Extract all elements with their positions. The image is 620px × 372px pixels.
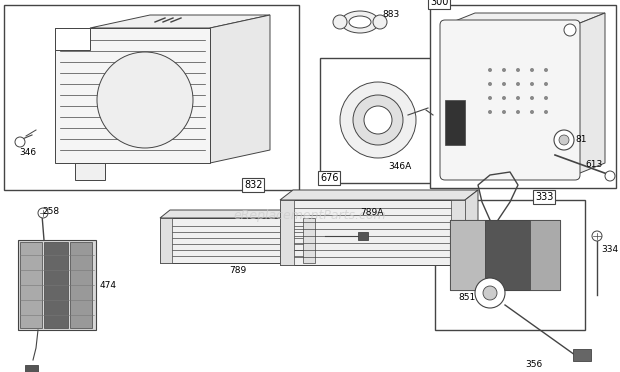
Bar — [485, 220, 530, 290]
Ellipse shape — [349, 16, 371, 28]
Circle shape — [544, 68, 548, 72]
Polygon shape — [160, 210, 325, 218]
Polygon shape — [210, 15, 270, 163]
Circle shape — [516, 82, 520, 86]
Circle shape — [502, 96, 506, 100]
Circle shape — [97, 52, 193, 148]
Circle shape — [373, 15, 387, 29]
Circle shape — [38, 208, 48, 218]
Bar — [503, 225, 513, 235]
Circle shape — [544, 82, 548, 86]
Polygon shape — [75, 163, 105, 180]
Text: 333: 333 — [535, 192, 554, 202]
Bar — [430, 5, 616, 188]
Circle shape — [544, 96, 548, 100]
Text: 258: 258 — [42, 207, 59, 216]
Bar — [320, 58, 438, 183]
Polygon shape — [575, 13, 605, 175]
Bar — [280, 200, 294, 265]
Text: 883: 883 — [382, 10, 399, 19]
FancyBboxPatch shape — [440, 20, 580, 180]
Circle shape — [364, 106, 392, 134]
Polygon shape — [465, 190, 478, 265]
Text: 851: 851 — [458, 293, 476, 302]
Bar — [451, 200, 465, 265]
Circle shape — [516, 68, 520, 72]
Polygon shape — [160, 218, 315, 263]
Bar — [358, 232, 368, 240]
Text: 676: 676 — [320, 173, 339, 183]
Bar — [573, 349, 591, 361]
Circle shape — [353, 95, 403, 145]
Text: 300: 300 — [430, 0, 448, 7]
Polygon shape — [445, 100, 465, 145]
Circle shape — [488, 96, 492, 100]
Polygon shape — [280, 190, 478, 200]
Text: 346: 346 — [19, 148, 37, 157]
Circle shape — [530, 110, 534, 114]
Circle shape — [475, 278, 505, 308]
Circle shape — [592, 231, 602, 241]
Polygon shape — [315, 210, 325, 263]
Bar — [303, 218, 315, 263]
Polygon shape — [55, 28, 90, 50]
Text: 613: 613 — [585, 160, 602, 169]
Circle shape — [488, 82, 492, 86]
Polygon shape — [90, 15, 270, 28]
Circle shape — [340, 82, 416, 158]
Circle shape — [516, 110, 520, 114]
Bar — [4, 5, 299, 190]
Circle shape — [333, 15, 347, 29]
Bar — [44, 242, 68, 328]
Polygon shape — [55, 28, 210, 163]
Text: 356: 356 — [525, 360, 542, 369]
Circle shape — [605, 171, 615, 181]
Polygon shape — [25, 365, 38, 372]
Circle shape — [559, 135, 569, 145]
Circle shape — [530, 96, 534, 100]
Text: 334: 334 — [601, 245, 618, 254]
Text: 81: 81 — [575, 135, 587, 144]
Polygon shape — [445, 25, 575, 175]
Bar — [435, 200, 585, 330]
Bar — [160, 218, 172, 263]
Bar — [450, 220, 485, 290]
Polygon shape — [445, 13, 605, 25]
Text: 346A: 346A — [388, 162, 411, 171]
Circle shape — [554, 130, 574, 150]
Text: 789: 789 — [229, 266, 247, 275]
Circle shape — [488, 110, 492, 114]
Circle shape — [502, 82, 506, 86]
Circle shape — [15, 137, 25, 147]
Text: 832: 832 — [244, 180, 262, 190]
Circle shape — [530, 68, 534, 72]
Circle shape — [502, 68, 506, 72]
Circle shape — [530, 82, 534, 86]
Bar — [20, 242, 42, 328]
Circle shape — [564, 24, 576, 36]
Circle shape — [488, 68, 492, 72]
Text: 474: 474 — [100, 280, 117, 289]
Polygon shape — [280, 200, 465, 265]
Bar — [70, 242, 92, 328]
Circle shape — [483, 286, 497, 300]
Bar — [18, 240, 96, 330]
Circle shape — [544, 110, 548, 114]
Bar — [530, 220, 560, 290]
Bar — [450, 220, 560, 290]
Circle shape — [516, 96, 520, 100]
Circle shape — [502, 110, 506, 114]
Text: 789A: 789A — [360, 208, 384, 217]
Ellipse shape — [341, 11, 379, 33]
Text: eReplacementParts.com: eReplacementParts.com — [234, 208, 386, 221]
